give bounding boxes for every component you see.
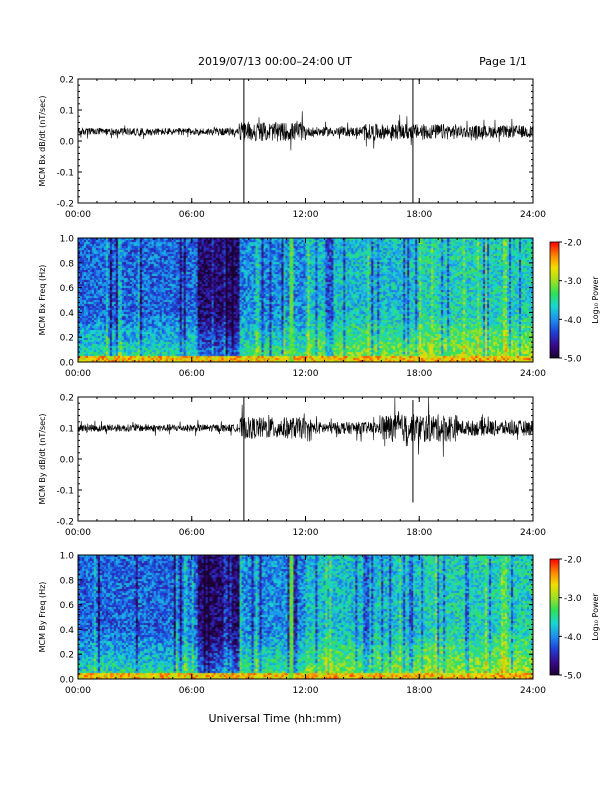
y-tick-label: 0.2 — [60, 651, 74, 661]
colorbar-tick-label: -2.0 — [564, 239, 582, 249]
x-tick-label: 24:00 — [520, 369, 546, 379]
y-tick-label: 0.0 — [60, 676, 75, 686]
x-tick-label: 24:00 — [520, 528, 546, 538]
y-tick-label: 0.4 — [60, 626, 75, 636]
colorbar-tick-label: -4.0 — [564, 316, 582, 326]
x-tick-label: 12:00 — [293, 686, 319, 696]
x-tick-label: 24:00 — [520, 686, 546, 696]
colorbar-tick-label: -5.0 — [564, 672, 582, 682]
y-axis-label: MCM Bx dB/dt (nT/sec) — [38, 95, 47, 186]
y-axis-label: MCM By dB/dt (nT/sec) — [38, 413, 47, 504]
y-tick-label: -0.1 — [56, 169, 74, 179]
x-tick-label: 06:00 — [179, 210, 205, 220]
y-tick-label: 0.1 — [60, 425, 74, 435]
y-tick-label: -0.2 — [56, 200, 74, 210]
colorbar — [549, 558, 560, 676]
y-tick-label: 0.0 — [60, 138, 75, 148]
y-tick-label: 0.1 — [60, 107, 74, 117]
x-tick-label: 18:00 — [406, 369, 432, 379]
colorbar-label: Log₁₀ Power — [591, 276, 600, 324]
y-tick-label: 0.6 — [60, 284, 75, 294]
x-tick-label: 06:00 — [179, 369, 205, 379]
y-axis-label: MCM By Freq (Hz) — [38, 582, 47, 653]
page-indicator: Page 1/1 — [479, 55, 527, 68]
dbdt-trace — [78, 111, 533, 151]
y-tick-label: -0.1 — [56, 487, 74, 497]
y-tick-label: 0.6 — [60, 601, 75, 611]
x-tick-label: 18:00 — [406, 528, 432, 538]
panel-bx-spectrogram: 1.0 0.8 0.6 0.4 0.2 0.000:00 06:00 12:00 18:00 24… — [38, 235, 600, 380]
plot-frame — [77, 78, 534, 204]
colorbar-tick-label: -5.0 — [564, 355, 582, 365]
panel-by-spectrogram: 1.0 0.8 0.6 0.4 0.2 0.000:00 06:00 12:00 18:00 24… — [38, 552, 600, 697]
y-tick-label: 0.8 — [60, 576, 75, 586]
spectrogram-image — [78, 238, 533, 362]
colorbar-tick-label: -3.0 — [564, 277, 582, 287]
colorbar-tick-label: -3.0 — [564, 594, 582, 604]
spectrogram-image — [78, 555, 533, 679]
x-tick-label: 00:00 — [65, 369, 91, 379]
colorbar-label: Log₁₀ Power — [591, 593, 600, 641]
x-tick-label: 12:00 — [293, 369, 319, 379]
x-tick-label: 00:00 — [65, 210, 91, 220]
panel-by-dbdt: 0.2 0.1 0.0 -0.1 -0.200:00 06:00 12:00 18:00 24:… — [38, 394, 546, 539]
y-tick-label: 0.2 — [60, 394, 74, 404]
y-tick-label: 1.0 — [60, 552, 75, 562]
y-tick-label: 0.0 — [60, 456, 75, 466]
x-tick-label: 12:00 — [293, 210, 319, 220]
x-tick-label: 18:00 — [406, 686, 432, 696]
x-tick-label: 12:00 — [293, 528, 319, 538]
x-tick-label: 00:00 — [65, 686, 91, 696]
x-tick-label: 24:00 — [520, 210, 546, 220]
y-tick-label: 1.0 — [60, 235, 75, 245]
x-tick-label: 06:00 — [179, 528, 205, 538]
y-tick-label: 0.4 — [60, 309, 75, 319]
y-tick-label: 0.2 — [60, 76, 74, 86]
x-axis-label: Universal Time (hh:mm) — [209, 712, 342, 725]
x-tick-label: 06:00 — [179, 686, 205, 696]
panel-bx-dbdt: 0.2 0.1 0.0 -0.1 -0.200:00 06:00 12:00 18:00 24:… — [38, 76, 546, 221]
y-axis-label: MCM Bx Freq (Hz) — [38, 265, 47, 336]
colorbar — [549, 241, 560, 359]
y-tick-label: 0.8 — [60, 259, 75, 269]
dbdt-trace — [78, 397, 533, 457]
x-tick-label: 18:00 — [406, 210, 432, 220]
y-tick-label: 0.2 — [60, 334, 74, 344]
colorbar-tick-label: -2.0 — [564, 556, 582, 566]
x-tick-label: 00:00 — [65, 528, 91, 538]
figure-title: 2019/07/13 00:00–24:00 UT — [198, 55, 352, 68]
y-tick-label: 0.0 — [60, 359, 75, 369]
plot-frame — [77, 396, 534, 522]
colorbar-tick-label: -4.0 — [564, 633, 582, 643]
y-tick-label: -0.2 — [56, 518, 74, 528]
